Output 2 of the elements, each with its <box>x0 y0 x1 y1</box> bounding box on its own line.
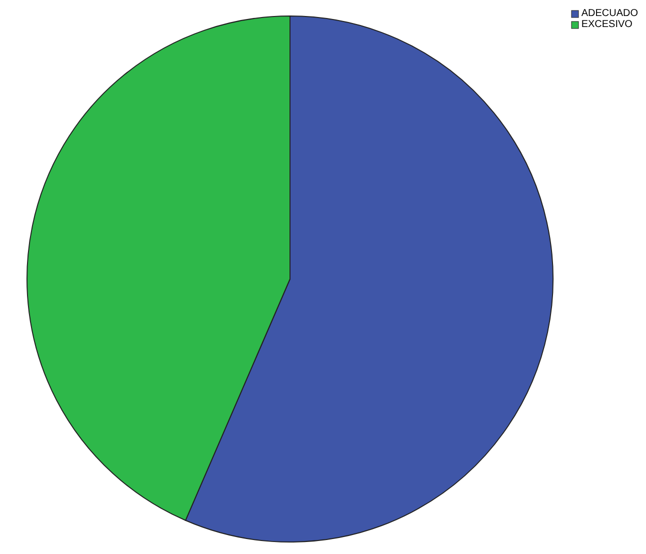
legend-label: ADECUADO <box>581 8 638 19</box>
legend-label: EXCESIVO <box>581 19 632 30</box>
